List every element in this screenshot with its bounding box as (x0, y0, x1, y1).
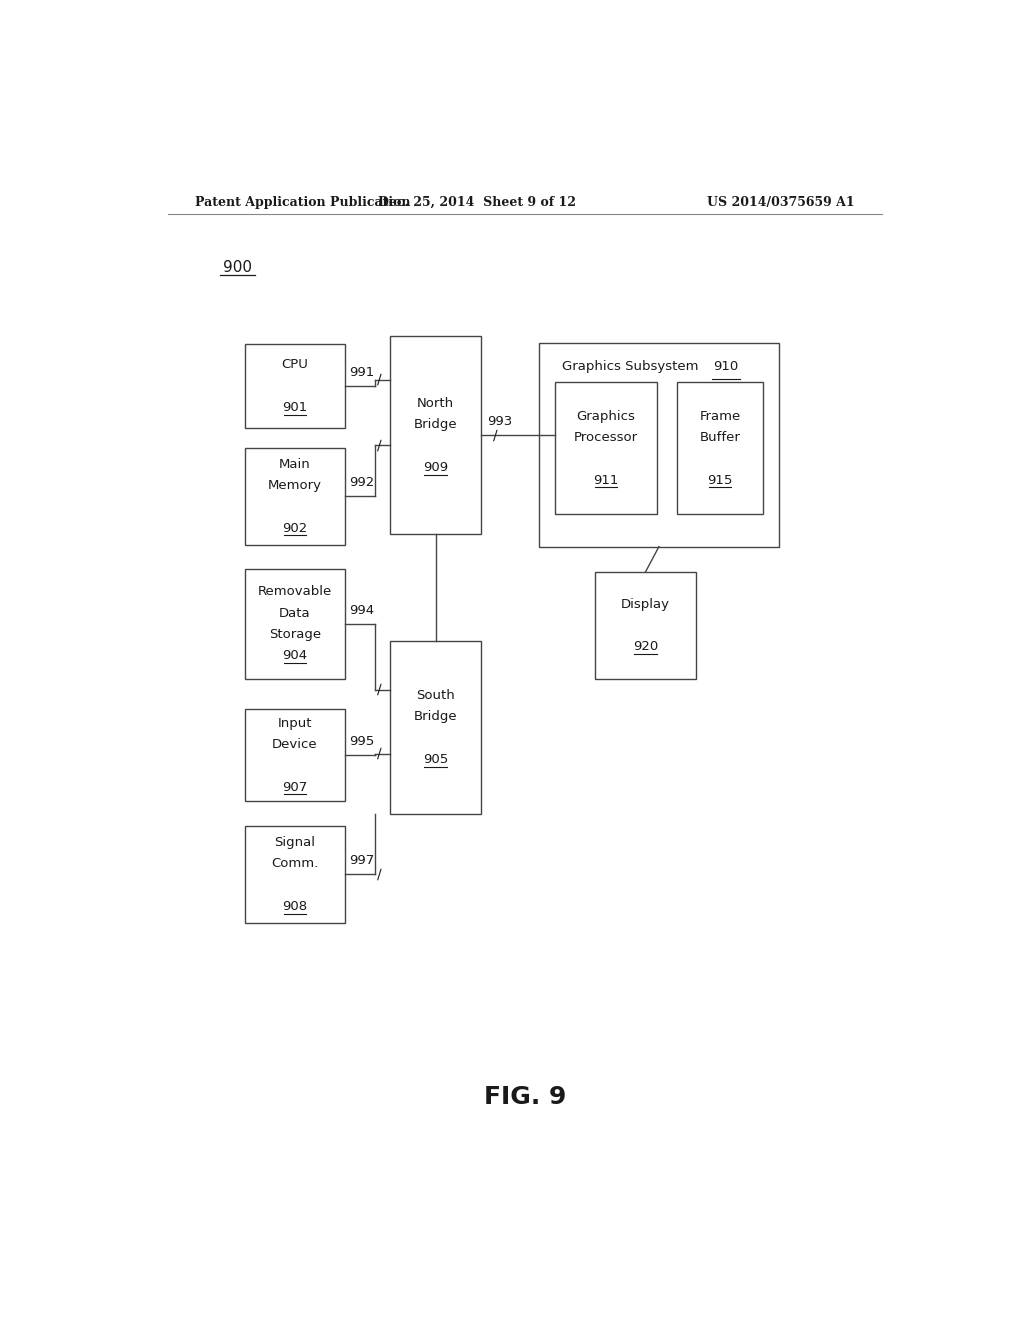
Text: Input: Input (278, 717, 312, 730)
Text: 900: 900 (223, 260, 252, 275)
Text: Memory: Memory (268, 479, 323, 492)
Text: 904: 904 (283, 649, 307, 663)
Text: Dec. 25, 2014  Sheet 9 of 12: Dec. 25, 2014 Sheet 9 of 12 (378, 195, 577, 209)
Text: 993: 993 (487, 416, 513, 428)
Bar (246, 569, 345, 678)
Text: 910: 910 (714, 359, 738, 372)
Text: Bridge: Bridge (414, 418, 458, 432)
Text: 997: 997 (349, 854, 375, 867)
Bar (677, 381, 763, 515)
Text: 909: 909 (423, 461, 449, 474)
Text: Frame: Frame (699, 409, 740, 422)
Text: Graphics: Graphics (577, 409, 635, 422)
Text: Graphics Subsystem: Graphics Subsystem (562, 359, 698, 372)
Text: Processor: Processor (573, 430, 638, 444)
Text: Data: Data (280, 607, 311, 619)
Text: 901: 901 (283, 401, 307, 414)
Text: Signal: Signal (274, 836, 315, 849)
Text: 911: 911 (593, 474, 618, 487)
Text: South: South (416, 689, 455, 702)
Text: CPU: CPU (282, 358, 308, 371)
Text: 902: 902 (283, 521, 307, 535)
Text: Removable: Removable (258, 585, 332, 598)
Text: 908: 908 (283, 900, 307, 913)
Text: Buffer: Buffer (699, 430, 740, 444)
Text: 994: 994 (349, 603, 375, 616)
Text: US 2014/0375659 A1: US 2014/0375659 A1 (707, 195, 854, 209)
Bar (390, 642, 481, 814)
Text: 907: 907 (283, 780, 307, 793)
Text: Bridge: Bridge (414, 710, 458, 723)
Text: ∕: ∕ (377, 682, 382, 697)
Text: ∕: ∕ (377, 747, 382, 760)
Text: Storage: Storage (269, 628, 322, 642)
Text: Main: Main (280, 458, 311, 471)
Text: Display: Display (621, 598, 670, 611)
Bar (539, 343, 779, 546)
Text: FIG. 9: FIG. 9 (483, 1085, 566, 1109)
Text: ∕: ∕ (494, 429, 498, 442)
Bar (390, 337, 481, 535)
Bar (246, 345, 345, 428)
Text: Patent Application Publication: Patent Application Publication (196, 195, 411, 209)
Text: 995: 995 (349, 735, 375, 748)
Text: Comm.: Comm. (271, 857, 318, 870)
Text: 991: 991 (349, 366, 375, 379)
Text: 905: 905 (423, 754, 449, 766)
Text: North: North (417, 397, 454, 409)
Text: Device: Device (272, 738, 317, 751)
Bar (555, 381, 656, 515)
Text: ∕: ∕ (377, 372, 382, 387)
Text: ∕: ∕ (377, 438, 382, 453)
Bar (246, 826, 345, 923)
Bar (246, 709, 345, 801)
Text: 992: 992 (349, 477, 375, 490)
Text: ∕: ∕ (377, 867, 382, 882)
Text: 920: 920 (633, 640, 658, 653)
Bar (595, 572, 696, 678)
Bar (246, 447, 345, 545)
Text: 915: 915 (708, 474, 733, 487)
